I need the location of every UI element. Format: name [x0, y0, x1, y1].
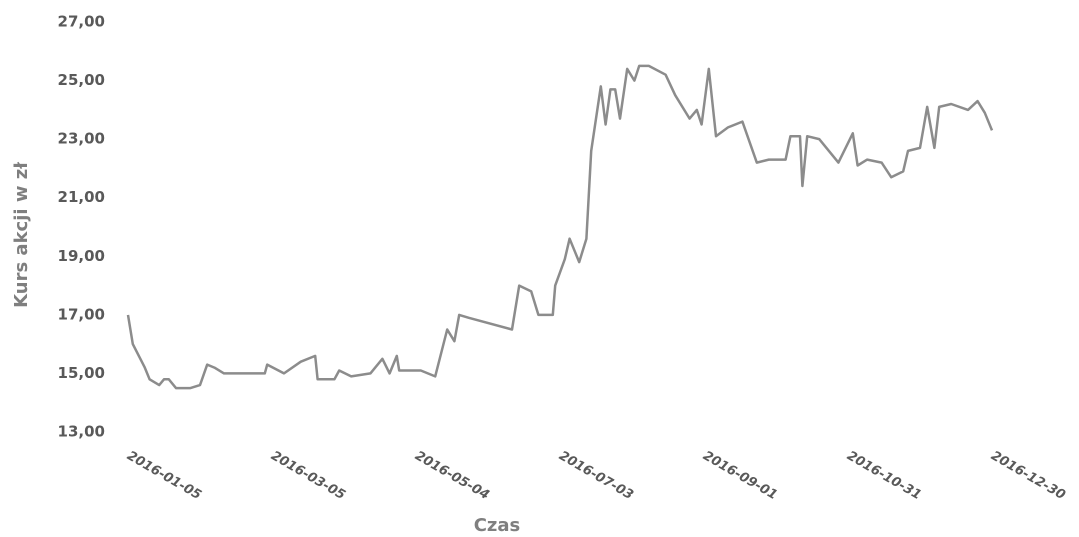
x-tick-label: 2016-10-31	[844, 449, 924, 504]
x-tick-label: 2016-09-01	[700, 449, 780, 504]
y-tick-label: 27,00	[58, 13, 105, 31]
y-tick-label: 19,00	[58, 247, 105, 265]
x-tick-label: 2016-12-30	[988, 449, 1068, 504]
x-tick-label: 2016-07-03	[556, 449, 636, 504]
x-axis-title: Czas	[474, 515, 521, 536]
y-axis-title: Kurs akcji w zł	[11, 161, 32, 308]
x-tick-label: 2016-05-04	[412, 449, 492, 504]
y-tick-label: 21,00	[58, 188, 105, 206]
y-tick-label: 15,00	[58, 364, 105, 382]
x-tick-label: 2016-03-05	[268, 449, 348, 504]
y-tick-label: 25,00	[58, 71, 105, 89]
y-tick-label: 17,00	[58, 305, 105, 323]
line	[126, 64, 994, 390]
y-tick-label: 23,00	[58, 130, 105, 148]
x-tick-label: 2016-01-05	[124, 449, 204, 504]
y-tick-label: 13,00	[58, 423, 105, 441]
